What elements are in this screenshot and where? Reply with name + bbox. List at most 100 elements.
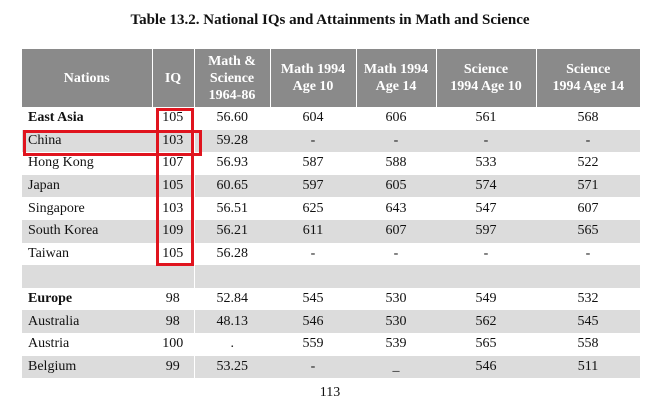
header-iq: IQ: [152, 49, 195, 107]
nation-cell: Japan: [22, 174, 152, 198]
table-row-australia: Australia 98 48.13 546 530 562 545: [22, 310, 640, 333]
nation-cell: Austria: [28, 336, 70, 352]
math-age14-cell: 643: [385, 200, 407, 216]
header-row: Nations IQ Math & Science 1964-86 Math 199…: [22, 49, 640, 107]
science-age10-cell: -: [436, 129, 536, 153]
math-science-cell: 56.60: [216, 110, 249, 126]
header-science-1994-age14: Science 1994 Age 14: [536, 49, 640, 107]
science-age10-cell: 574: [436, 174, 536, 198]
science-age14-cell: 558: [577, 336, 599, 352]
math-age10-cell: 545: [302, 291, 324, 307]
table-row-singapore: Singapore 103 56.51 625 643 547 607: [22, 197, 640, 220]
math-age10-cell: 546: [270, 310, 356, 333]
math-age10-cell: 559: [302, 336, 324, 352]
nation-cell: East Asia: [28, 110, 84, 126]
table-row-europe: Europe 98 52.84 545 530 549 532: [22, 287, 640, 311]
nation-cell: Hong Kong: [28, 155, 94, 171]
science-age14-cell: [536, 265, 640, 288]
math-age14-cell: [356, 265, 436, 288]
nation-cell: Taiwan: [28, 245, 70, 261]
science-age14-cell: 511: [536, 355, 640, 379]
nation-cell: China: [22, 129, 152, 153]
nation-cell: Australia: [22, 310, 152, 333]
data-table: Nations IQ Math & Science 1964-86 Math 199…: [22, 49, 640, 379]
science-age14-cell: 571: [536, 174, 640, 198]
math-age14-cell: 606: [385, 110, 407, 126]
math-age10-cell: [270, 265, 356, 288]
math-age14-cell: 539: [385, 336, 407, 352]
header-science-1994-age10: Science 1994 Age 10: [436, 49, 537, 107]
math-science-cell: 52.84: [216, 291, 249, 307]
science-age14-cell: 545: [536, 310, 640, 333]
header-math-science-1964-86: Math & Science 1964-86: [194, 49, 271, 107]
science-age10-cell: 547: [475, 200, 497, 216]
science-age14-cell: 607: [577, 200, 599, 216]
science-age14-cell: -: [536, 129, 640, 153]
science-age10-cell: 546: [436, 355, 536, 379]
iq-cell: 107: [152, 152, 195, 175]
math-age14-cell: 607: [356, 219, 436, 243]
header-math-1994-age10: Math 1994 Age 10: [270, 49, 357, 107]
page-number: 113: [319, 385, 341, 400]
math-age14-cell: 530: [385, 291, 407, 307]
math-science-cell: 56.51: [216, 200, 249, 216]
header-nations: Nations: [22, 49, 153, 107]
math-science-cell: 53.25: [194, 355, 270, 379]
science-age10-cell: 549: [475, 291, 497, 307]
iq-cell: 103: [152, 197, 195, 220]
table-row-south-korea: South Korea 109 56.21 611 607 597 565: [22, 219, 640, 243]
science-age10-cell: [436, 265, 536, 288]
iq-cell: 98: [152, 287, 195, 311]
nation-cell: Singapore: [28, 200, 85, 216]
nation-cell: Europe: [28, 291, 73, 307]
table-row-japan: Japan 105 60.65 597 605 574 571: [22, 174, 640, 198]
science-age14-cell: 532: [577, 291, 599, 307]
science-age10-cell: -: [483, 245, 489, 261]
table-row-taiwan: Taiwan 105 56.28 - - - -: [22, 242, 640, 266]
header-math-1994-age14: Math 1994 Age 14: [356, 49, 437, 107]
math-age10-cell: 604: [302, 110, 324, 126]
science-age14-cell: -: [585, 245, 591, 261]
science-age10-cell: 597: [436, 219, 536, 243]
math-age14-cell: -: [393, 245, 399, 261]
nation-cell: South Korea: [22, 219, 152, 243]
table-row-belgium: Belgium 99 53.25 - _ 546 511: [22, 355, 640, 379]
math-age14-cell: -: [356, 129, 436, 153]
science-age10-cell: 562: [436, 310, 536, 333]
math-age10-cell: -: [270, 129, 356, 153]
iq-cell: [152, 265, 195, 288]
math-age10-cell: -: [270, 355, 356, 379]
science-age14-cell: 568: [577, 110, 599, 126]
nation-cell: [22, 265, 152, 288]
china-highlight-box: [23, 130, 202, 156]
science-age14-cell: 565: [536, 219, 640, 243]
science-age10-cell: 561: [475, 110, 497, 126]
math-science-cell: 56.93: [216, 155, 249, 171]
iq-highlight-box: [156, 108, 194, 266]
math-science-cell: 59.28: [194, 129, 270, 153]
science-age10-cell: 565: [475, 336, 497, 352]
math-age14-cell: 588: [385, 155, 407, 171]
table-title: Table 13.2. National IQs and Attainments…: [130, 12, 530, 28]
math-science-cell: .: [230, 336, 235, 352]
table-row-spacer: [22, 265, 640, 288]
math-age10-cell: 625: [302, 200, 324, 216]
table-row-east-asia: East Asia 105 56.60 604 606 561 568: [22, 107, 640, 130]
math-science-cell: 56.28: [216, 245, 249, 261]
iq-cell: 105: [152, 242, 195, 266]
math-science-cell: [194, 265, 270, 288]
math-age10-cell: 611: [270, 219, 356, 243]
table-row-china: China 103 59.28 - - - -: [22, 129, 640, 153]
math-age10-cell: 587: [302, 155, 324, 171]
math-age10-cell: 597: [270, 174, 356, 198]
math-age14-cell: _: [356, 355, 436, 379]
iq-cell: 103: [152, 129, 195, 153]
iq-cell: 105: [152, 174, 195, 198]
table-row-austria: Austria 100 . 559 539 565 558: [22, 332, 640, 356]
math-science-cell: 48.13: [194, 310, 270, 333]
iq-cell: 105: [152, 107, 195, 130]
science-age10-cell: 533: [475, 155, 497, 171]
science-age14-cell: 522: [577, 155, 599, 171]
nation-cell: Belgium: [22, 355, 152, 379]
iq-cell: 109: [152, 219, 195, 243]
